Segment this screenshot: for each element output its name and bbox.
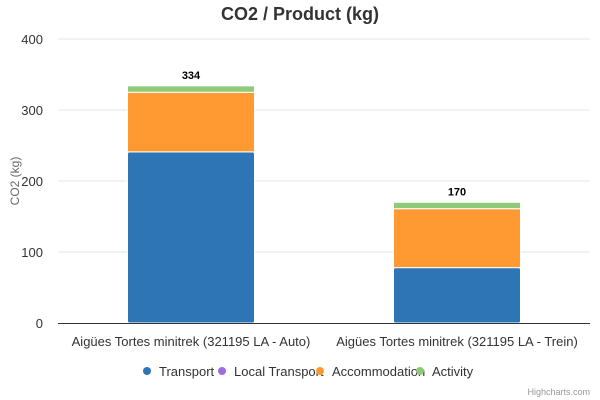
- legend-marker: [416, 367, 424, 375]
- data-labels: 334 170: [182, 70, 466, 198]
- x-tick-label: Aigües Tortes minitrek (321195 LA - Trei…: [336, 334, 578, 349]
- legend-item-accommodation[interactable]: Accommodation: [316, 364, 425, 379]
- bar-segment-transport[interactable]: [393, 267, 521, 324]
- legend: Transport Local Transport Accommodation Act…: [143, 364, 474, 379]
- chart-title: CO2 / Product (kg): [221, 4, 379, 24]
- data-label: 334: [182, 70, 201, 82]
- bar-segment-transport[interactable]: [127, 151, 255, 324]
- legend-label: Accommodation: [332, 364, 425, 379]
- legend-label: Transport: [159, 364, 215, 379]
- legend-marker: [218, 367, 226, 375]
- bar-segment-activity[interactable]: [393, 201, 521, 210]
- legend-item-activity[interactable]: Activity: [416, 364, 474, 379]
- legend-label: Activity: [432, 364, 474, 379]
- credits[interactable]: Highcharts.com: [527, 387, 590, 397]
- bar-segment-activity[interactable]: [127, 85, 255, 93]
- y-tick-label: 0: [36, 316, 43, 331]
- y-tick-label: 400: [21, 32, 43, 47]
- y-tick-label: 200: [21, 174, 43, 189]
- legend-marker: [316, 367, 324, 375]
- bar-segment-accommodation[interactable]: [127, 91, 255, 153]
- y-axis-ticks: 0 100 200 300 400: [21, 32, 43, 331]
- legend-item-transport[interactable]: Transport: [143, 364, 215, 379]
- y-tick-label: 300: [21, 103, 43, 118]
- y-axis-label: CO2 (kg): [8, 157, 22, 206]
- y-tick-label: 100: [21, 245, 43, 260]
- legend-marker: [143, 367, 151, 375]
- x-tick-label: Aigües Tortes minitrek (321195 LA - Auto…: [72, 334, 311, 349]
- bar-segment-accommodation[interactable]: [393, 208, 521, 269]
- x-axis-labels: Aigües Tortes minitrek (321195 LA - Auto…: [72, 334, 578, 349]
- data-label: 170: [448, 186, 466, 198]
- legend-item-local-transport[interactable]: Local Transport: [218, 364, 324, 379]
- legend-label: Local Transport: [234, 364, 324, 379]
- bars: [127, 85, 521, 324]
